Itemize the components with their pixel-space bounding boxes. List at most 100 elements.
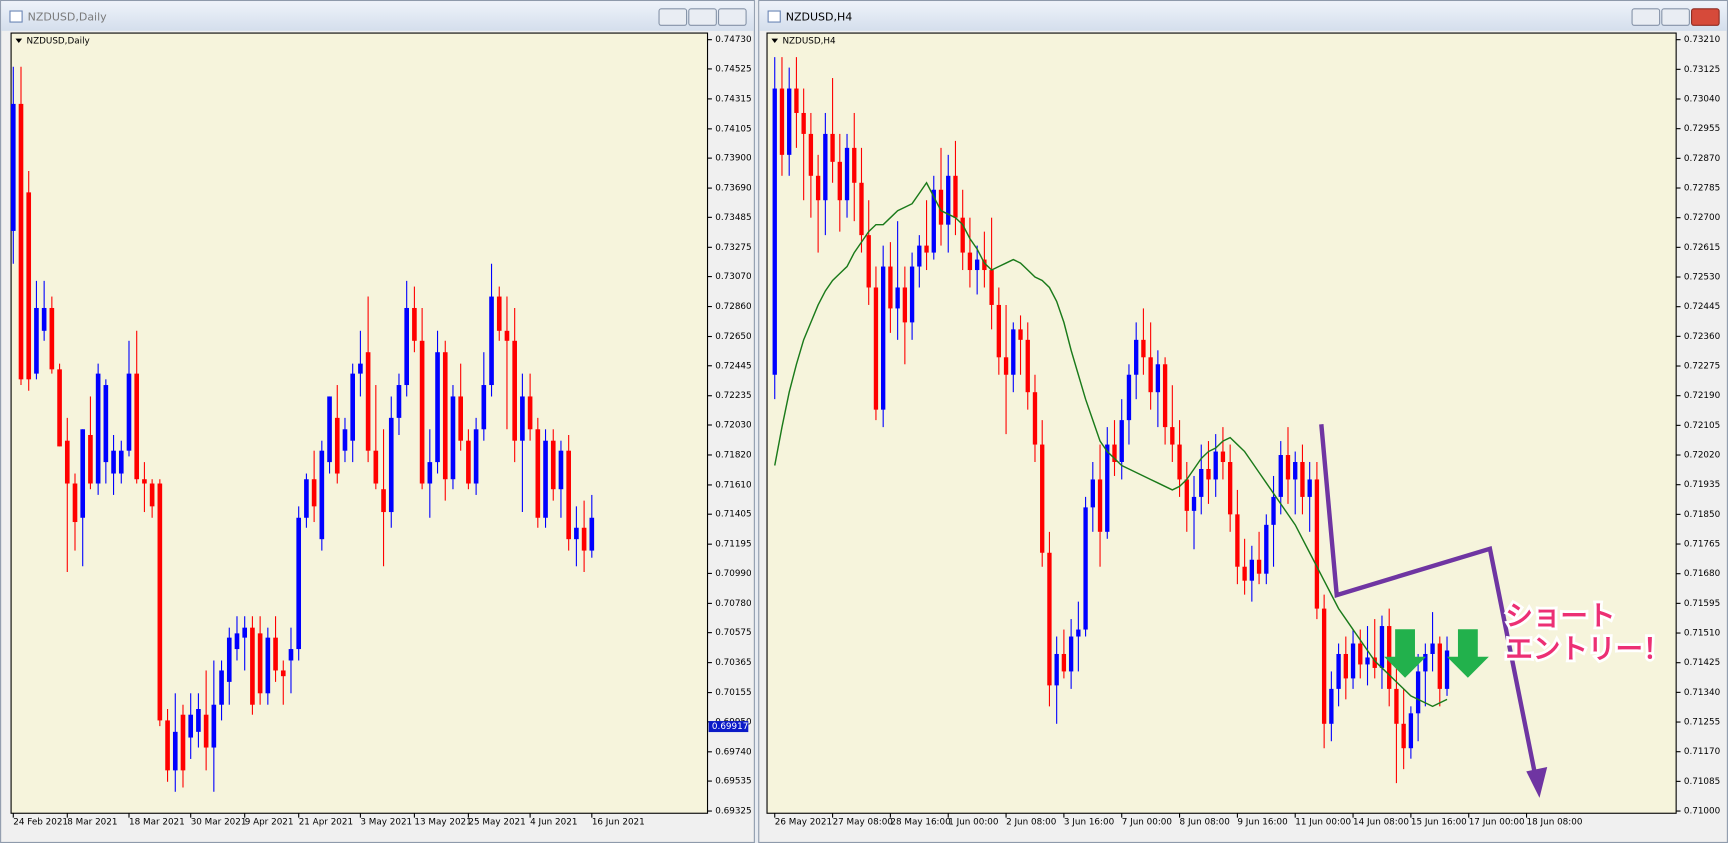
candle-body [134, 373, 140, 480]
candle-body [358, 363, 363, 374]
candle-body [1148, 357, 1153, 393]
candle-body [512, 340, 517, 441]
minimize-button[interactable] [658, 8, 688, 26]
restore-button[interactable] [1661, 8, 1690, 26]
candle-body [895, 287, 900, 309]
x-tick-label: 3 Jun 16:00 [1064, 818, 1115, 828]
y-tick-label: 0.72650 [715, 332, 752, 342]
y-tick-label: 0.72445 [1684, 302, 1720, 312]
annotation-text: エントリー！ [1505, 633, 1670, 665]
candle-body [1285, 455, 1291, 480]
price-label-box [708, 721, 749, 733]
candle-body [49, 307, 55, 370]
x-tick-label: 15 Jun 16:00 [1411, 818, 1467, 828]
y-tick-label: 0.73485 [715, 213, 751, 223]
x-tick-label: 28 May 16:00 [890, 818, 951, 828]
y-tick-label: 0.71680 [1684, 569, 1721, 579]
candle-body [1112, 444, 1117, 463]
close-button[interactable] [717, 8, 747, 26]
candle-body [41, 307, 47, 331]
y-tick-label: 0.71000 [1684, 807, 1721, 817]
x-tick-label: 9 Jun 16:00 [1237, 818, 1288, 828]
y-tick-label: 0.74105 [715, 124, 751, 134]
candle-body [852, 147, 857, 183]
y-tick-label: 0.72020 [1684, 451, 1721, 461]
candle-body [953, 175, 958, 218]
candle-body [1227, 462, 1233, 515]
restore-button[interactable] [688, 8, 717, 26]
x-tick-label: 9 Apr 2021 [245, 818, 294, 828]
close-button[interactable] [1691, 8, 1720, 26]
candle-body [1162, 364, 1168, 428]
candle-body [888, 266, 893, 309]
x-tick-label: 14 Jun 08:00 [1353, 818, 1409, 828]
plot-area [766, 32, 1677, 814]
y-tick-label: 0.71850 [1684, 510, 1721, 520]
candle-body [72, 483, 78, 523]
candle-body [1141, 339, 1146, 358]
y-tick-label: 0.71595 [1684, 599, 1720, 609]
x-tick-label: 24 Feb 2021 [13, 818, 68, 828]
candle-body [80, 429, 86, 518]
candle-body [64, 440, 70, 484]
y-tick-label: 0.70365 [715, 658, 751, 668]
candle-body [1365, 657, 1370, 665]
candle-body [280, 670, 286, 677]
candle-body [1119, 420, 1124, 463]
y-tick-label: 0.71255 [1684, 718, 1720, 728]
candle-body [558, 450, 564, 490]
y-tick-label: 0.72445 [715, 361, 751, 371]
y-tick-label: 0.71610 [715, 480, 752, 490]
candle-body [327, 396, 332, 463]
candle-body [909, 266, 915, 323]
candle-body [203, 714, 209, 748]
candle-body [1177, 444, 1182, 480]
candle-body [1293, 462, 1298, 480]
candle-body [1090, 479, 1095, 508]
candle-body [996, 304, 1002, 358]
candle-body [1170, 427, 1175, 445]
x-tick-label: 26 May 2021 [775, 818, 832, 828]
y-tick-label: 0.71510 [1684, 629, 1721, 639]
candle-body [1437, 643, 1442, 689]
y-tick-label: 0.72785 [1684, 184, 1720, 194]
candle-body [196, 709, 201, 732]
candle-body [1249, 559, 1255, 581]
y-tick-label: 0.70990 [715, 569, 752, 579]
candle-body [589, 517, 595, 551]
symbol-menu [771, 38, 779, 43]
moving-average [774, 181, 1448, 708]
candle-body [1105, 444, 1110, 532]
minimize-button[interactable] [1631, 8, 1661, 26]
candle-body [319, 450, 325, 540]
candle-body [1206, 468, 1211, 480]
y-tick-label: 0.71425 [1684, 658, 1720, 668]
candle-body [1264, 524, 1269, 574]
candle-body [412, 307, 417, 341]
candle-body [881, 266, 886, 410]
candle-body [924, 245, 929, 253]
candle-body [26, 192, 32, 380]
candle-body [1134, 339, 1139, 375]
y-tick-label: 0.73900 [715, 154, 752, 164]
candle-body [95, 373, 101, 484]
y-tick-label: 0.71935 [1684, 480, 1720, 490]
candle-body [1220, 451, 1226, 463]
x-tick-label: 11 Jun 00:00 [1295, 818, 1351, 828]
candle-body [273, 637, 278, 671]
candle-body [1025, 339, 1030, 393]
candle-body [1394, 688, 1399, 724]
candle-body [566, 450, 571, 540]
candle-body [902, 287, 908, 323]
candle-body [419, 340, 425, 484]
candle-body [1054, 653, 1059, 686]
candle-body [982, 259, 987, 271]
candle-body [1329, 688, 1334, 724]
x-tick-label: 16 Jun 2021 [592, 818, 645, 828]
candle-body [157, 483, 163, 721]
candle-body [1444, 650, 1450, 689]
trend-drawing [1319, 424, 1539, 781]
